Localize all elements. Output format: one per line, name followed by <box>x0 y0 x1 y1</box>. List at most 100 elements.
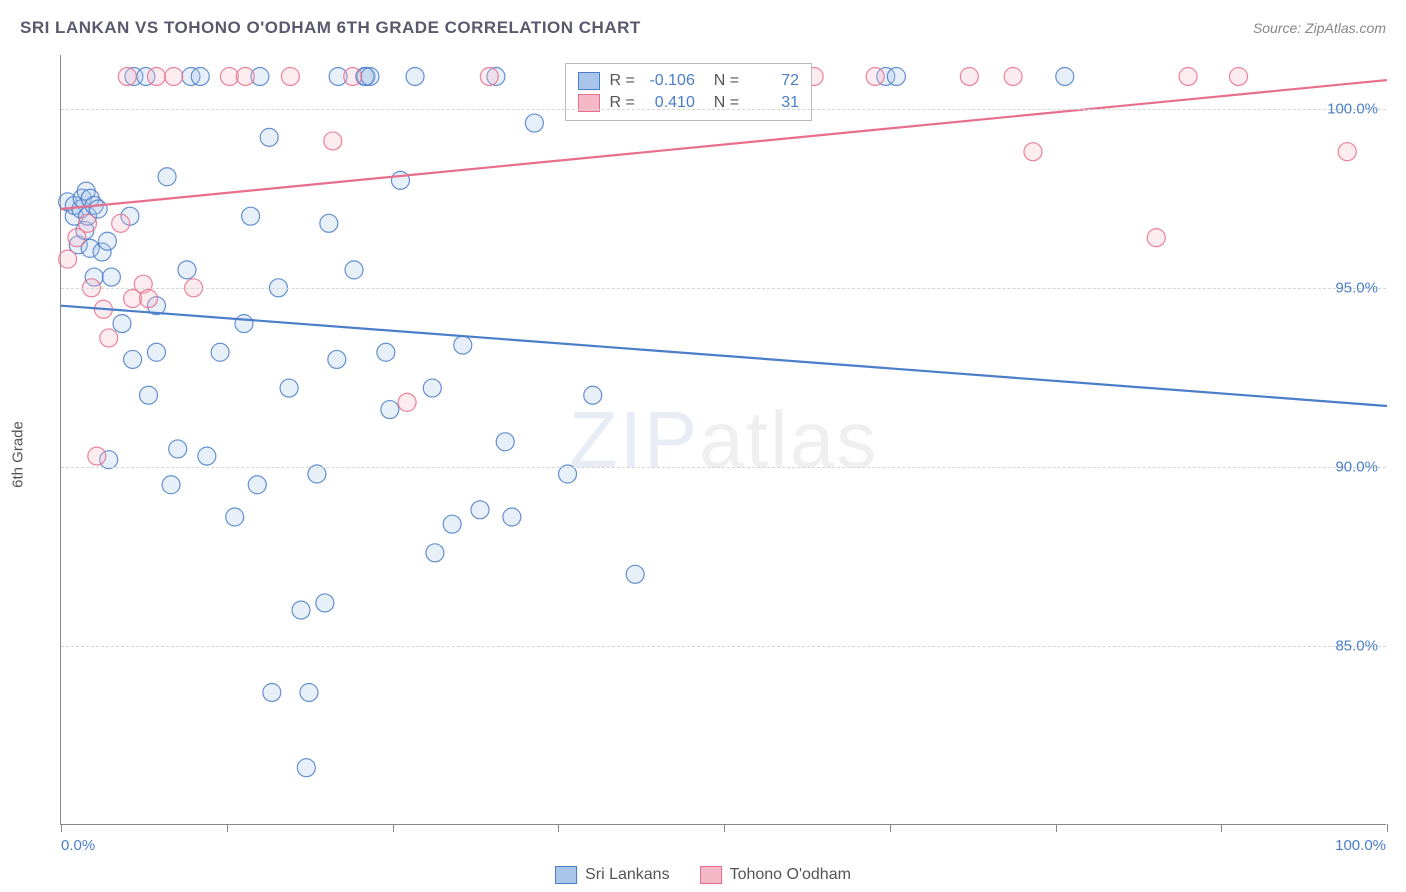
x-tick <box>1056 824 1057 832</box>
stats-row: R =0.410 N =31 <box>578 92 800 114</box>
x-tick <box>227 824 228 832</box>
scatter-point <box>525 114 543 132</box>
y-tick-label: 85.0% <box>1335 637 1378 654</box>
gridline <box>61 646 1386 647</box>
scatter-point <box>381 401 399 419</box>
gridline <box>61 109 1386 110</box>
scatter-point <box>162 476 180 494</box>
scatter-point <box>59 250 77 268</box>
scatter-point <box>300 683 318 701</box>
legend-item: Sri Lankans <box>555 866 670 884</box>
scatter-point <box>124 350 142 368</box>
scatter-point <box>281 67 299 85</box>
scatter-point <box>328 350 346 368</box>
x-tick <box>890 824 891 832</box>
x-tick <box>558 824 559 832</box>
gridline <box>61 288 1386 289</box>
scatter-point <box>220 67 238 85</box>
scatter-point <box>454 336 472 354</box>
scatter-point <box>1056 67 1074 85</box>
scatter-point <box>1024 143 1042 161</box>
scatter-point <box>140 290 158 308</box>
legend-swatch <box>578 72 600 90</box>
scatter-point <box>198 447 216 465</box>
scatter-point <box>147 343 165 361</box>
stats-row: R = -0.106 N = 72 <box>578 70 800 92</box>
scatter-point <box>102 268 120 286</box>
scatter-point <box>292 601 310 619</box>
scatter-point <box>960 67 978 85</box>
source-label: Source: ZipAtlas.com <box>1253 20 1386 36</box>
gridline <box>61 467 1386 468</box>
scatter-point <box>324 132 342 150</box>
scatter-point <box>211 343 229 361</box>
x-axis-label-min: 0.0% <box>61 837 95 854</box>
scatter-point <box>584 386 602 404</box>
scatter-point <box>118 67 136 85</box>
scatter-point <box>242 207 260 225</box>
scatter-point <box>178 261 196 279</box>
x-tick <box>724 824 725 832</box>
scatter-point <box>503 508 521 526</box>
y-axis-label: 6th Grade <box>10 421 27 488</box>
x-tick <box>393 824 394 832</box>
legend-swatch <box>555 866 577 884</box>
legend-item: Tohono O'odham <box>700 866 851 884</box>
stat-r-value: -0.106 <box>645 72 695 90</box>
trend-line <box>61 306 1387 406</box>
scatter-point <box>263 683 281 701</box>
scatter-point <box>316 594 334 612</box>
scatter-point <box>88 447 106 465</box>
plot-area: ZIPatlas R =-0.106 N =72R =0.410 N =31 8… <box>60 55 1386 825</box>
scatter-point <box>406 67 424 85</box>
y-tick-label: 90.0% <box>1335 458 1378 475</box>
scatter-point <box>226 508 244 526</box>
scatter-point <box>140 386 158 404</box>
stats-box: R = -0.106 N = 72 R =0.410 N =31 <box>565 63 813 121</box>
scatter-point <box>235 315 253 333</box>
chart-title: SRI LANKAN VS TOHONO O'ODHAM 6TH GRADE C… <box>20 18 641 38</box>
scatter-point <box>1338 143 1356 161</box>
x-tick <box>1387 824 1388 832</box>
scatter-point <box>345 261 363 279</box>
scatter-point <box>1229 67 1247 85</box>
scatter-point <box>165 67 183 85</box>
scatter-point <box>361 67 379 85</box>
stat-r-label: R = <box>610 72 635 90</box>
scatter-point <box>320 214 338 232</box>
scatter-point <box>280 379 298 397</box>
scatter-point <box>297 759 315 777</box>
scatter-point <box>98 232 116 250</box>
scatter-point <box>100 329 118 347</box>
scatter-point <box>391 171 409 189</box>
header-row: SRI LANKAN VS TOHONO O'ODHAM 6TH GRADE C… <box>20 18 1386 38</box>
stat-n-value: 72 <box>749 72 799 90</box>
scatter-point <box>191 67 209 85</box>
scatter-point <box>344 67 362 85</box>
legend-label: Sri Lankans <box>585 866 670 884</box>
scatter-point <box>398 393 416 411</box>
scatter-point <box>480 67 498 85</box>
stat-n-label: N = <box>705 72 739 90</box>
scatter-point <box>377 343 395 361</box>
scatter-point <box>1179 67 1197 85</box>
x-axis-label-max: 100.0% <box>1335 837 1386 854</box>
scatter-point <box>248 476 266 494</box>
scatter-point <box>887 67 905 85</box>
scatter-point <box>169 440 187 458</box>
y-tick-label: 100.0% <box>1327 100 1378 117</box>
scatter-point <box>423 379 441 397</box>
chart-container: SRI LANKAN VS TOHONO O'ODHAM 6TH GRADE C… <box>0 0 1406 892</box>
scatter-point <box>236 67 254 85</box>
scatter-point <box>260 128 278 146</box>
scatter-point <box>79 214 97 232</box>
scatter-point <box>147 67 165 85</box>
scatter-point <box>426 544 444 562</box>
scatter-point <box>496 433 514 451</box>
scatter-point <box>866 67 884 85</box>
x-tick <box>1221 824 1222 832</box>
scatter-point <box>112 214 130 232</box>
scatter-point <box>1147 229 1165 247</box>
scatter-point <box>443 515 461 533</box>
legend-label: Tohono O'odham <box>730 866 851 884</box>
